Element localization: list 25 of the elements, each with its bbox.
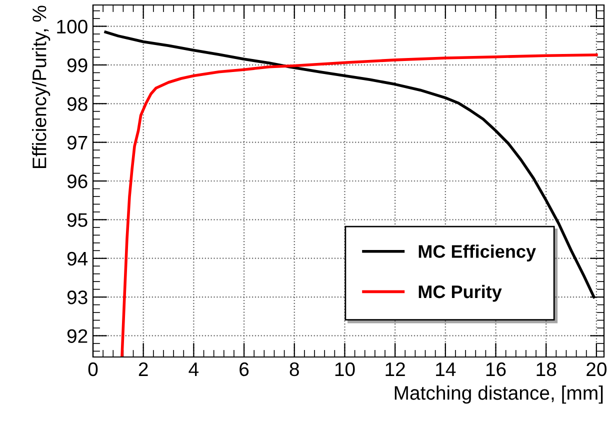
y-tick-label: 100 <box>57 20 88 34</box>
y-tick-label: 94 <box>67 252 88 266</box>
x-tick-label: 6 <box>240 362 249 376</box>
x-axis-title: Matching distance, [mm] <box>394 386 603 404</box>
x-tick-label: 4 <box>188 362 199 376</box>
legend-label: MC Purity <box>418 284 502 302</box>
x-tick-label: 12 <box>386 362 405 376</box>
x-tick-label: 2 <box>138 362 148 376</box>
y-tick-label: 98 <box>67 97 88 111</box>
x-tick-label: 0 <box>88 362 98 376</box>
y-tick-label: 96 <box>67 174 88 188</box>
x-tick-label: 14 <box>436 362 456 376</box>
y-tick-label: 95 <box>67 213 88 227</box>
y-tick-label: 97 <box>67 136 88 150</box>
line-series <box>120 54 598 357</box>
y-tick-label: 99 <box>67 58 88 72</box>
x-tick-label: 18 <box>536 362 556 376</box>
x-tick-label: 10 <box>335 362 355 376</box>
y-tick-label: 92 <box>67 329 88 343</box>
x-tick-label: 20 <box>586 362 607 376</box>
x-tick-label: 8 <box>290 362 299 376</box>
y-tick-label: 93 <box>67 290 88 304</box>
x-tick-label: 16 <box>486 362 506 376</box>
legend-label: MC Efficiency <box>418 244 536 262</box>
y-axis-title: Efficiency/Purity, % <box>32 6 50 168</box>
